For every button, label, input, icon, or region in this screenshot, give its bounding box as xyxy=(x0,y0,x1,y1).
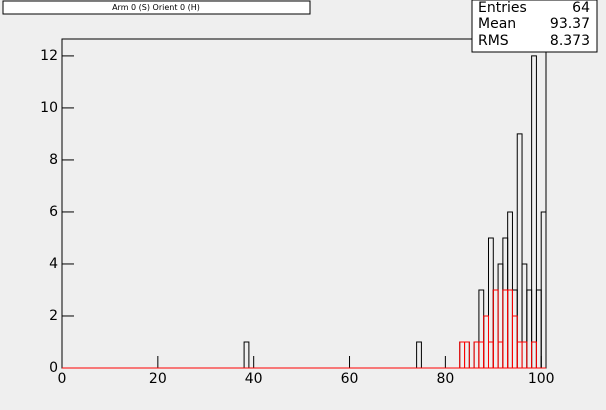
stats-label: Mean xyxy=(478,16,516,32)
histogram-bin xyxy=(540,211,547,368)
y-tick-label: 12 xyxy=(40,48,58,64)
stats-value: 8.373 xyxy=(550,33,590,49)
histogram-bin xyxy=(243,341,250,368)
stats-value: 64 xyxy=(572,0,590,16)
x-tick-label: 40 xyxy=(245,371,263,387)
frame xyxy=(61,38,547,369)
histogram-bin xyxy=(516,133,523,368)
x-tick-label: 100 xyxy=(528,371,555,387)
stats-box xyxy=(471,0,598,53)
y-tick-label: 6 xyxy=(49,204,58,220)
histogram-bin xyxy=(492,289,499,368)
stats-value: 93.37 xyxy=(550,16,590,32)
histogram-bin xyxy=(521,341,528,368)
stats-label: RMS xyxy=(478,33,509,49)
y-tick-label: 2 xyxy=(49,308,58,324)
x-tick-label: 20 xyxy=(149,371,167,387)
title-box xyxy=(2,0,311,15)
x-tick-label: 0 xyxy=(58,371,67,387)
y-tick-label: 0 xyxy=(49,360,58,376)
x-tick-label: 60 xyxy=(341,371,359,387)
stats-label: Entries xyxy=(478,0,527,16)
y-tick-label: 4 xyxy=(49,256,58,272)
histogram-bin xyxy=(416,341,422,368)
histogram-bin xyxy=(531,55,537,368)
y-tick-label: 8 xyxy=(49,152,58,168)
histogram-bin xyxy=(464,341,470,368)
histogram-bin xyxy=(531,341,537,368)
y-tick-label: 10 xyxy=(40,100,58,116)
x-tick-label: 80 xyxy=(436,371,454,387)
chart-title: Arm 0 (S) Orient 0 (H) xyxy=(112,3,200,12)
